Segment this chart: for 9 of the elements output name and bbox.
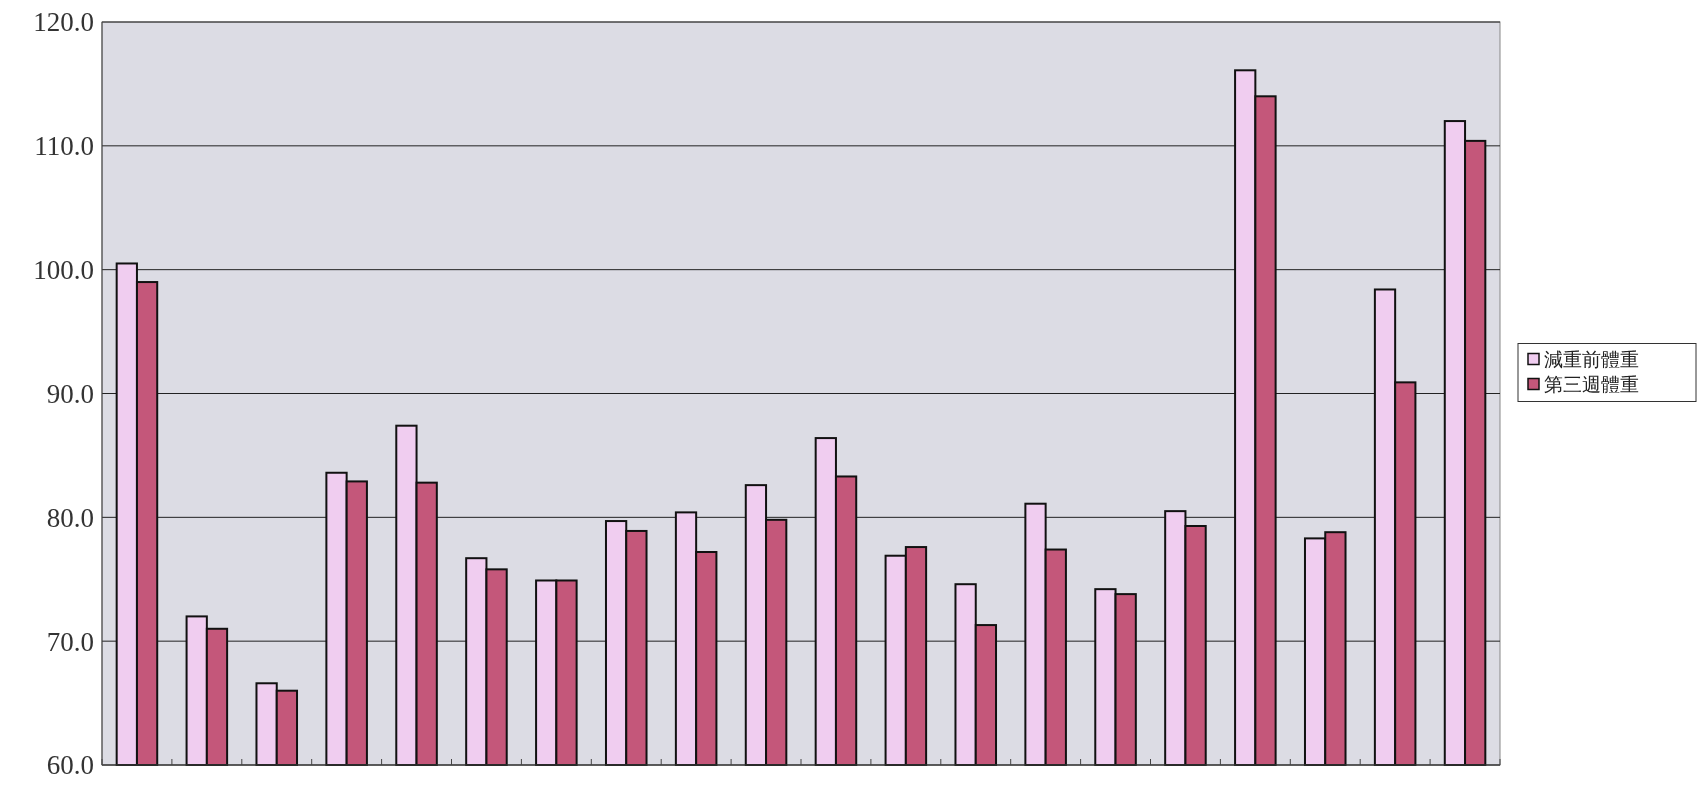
- y-tick-label: 120.0: [33, 7, 94, 38]
- y-tick-label: 110.0: [34, 131, 94, 162]
- y-tick-label: 70.0: [46, 626, 94, 657]
- y-tick-label: 60.0: [46, 750, 94, 781]
- y-tick-label: 100.0: [33, 255, 94, 286]
- y-tick-label: 80.0: [46, 502, 94, 533]
- y-tick-label: 90.0: [46, 378, 94, 409]
- legend-label: 減重前體重: [1544, 348, 1639, 371]
- legend-label: 第三週體重: [1544, 373, 1639, 396]
